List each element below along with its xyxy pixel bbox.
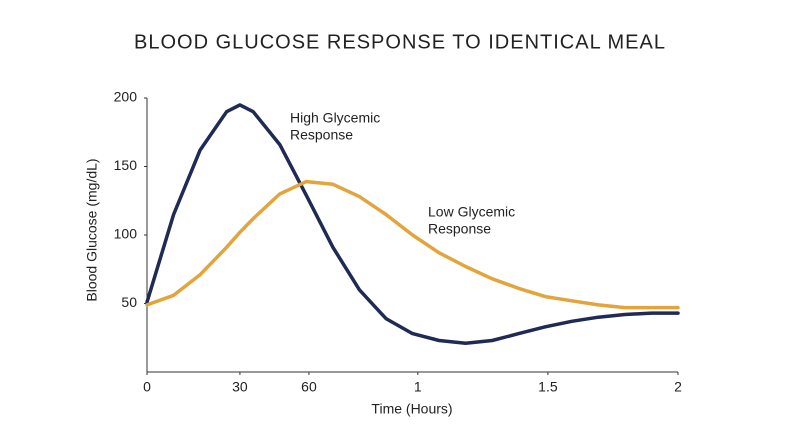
x-tick-label: 30 <box>232 379 248 395</box>
series-annotation: Response <box>290 127 353 143</box>
x-tick-label: 2 <box>674 379 682 395</box>
y-tick-label: 200 <box>114 89 138 105</box>
x-axis-label: Time (Hours) <box>371 401 452 417</box>
series-annotation: Low Glycemic <box>428 204 515 220</box>
y-tick-label: 100 <box>114 226 138 242</box>
y-tick-label: 150 <box>114 157 138 173</box>
x-tick-label: 0 <box>143 379 151 395</box>
x-tick-label: 1.5 <box>538 379 558 395</box>
line-series <box>145 179 680 310</box>
series-annotation: High Glycemic <box>290 110 380 126</box>
x-tick-label: 60 <box>301 379 317 395</box>
series-annotation: Response <box>428 221 491 237</box>
y-tick-label: 50 <box>121 294 137 310</box>
chart-title: BLOOD GLUCOSE RESPONSE TO IDENTICAL MEAL <box>134 31 666 53</box>
y-axis-label: Blood Glucose (mg/dL) <box>84 158 100 301</box>
line-series <box>145 103 680 345</box>
x-tick-label: 1 <box>414 379 422 395</box>
